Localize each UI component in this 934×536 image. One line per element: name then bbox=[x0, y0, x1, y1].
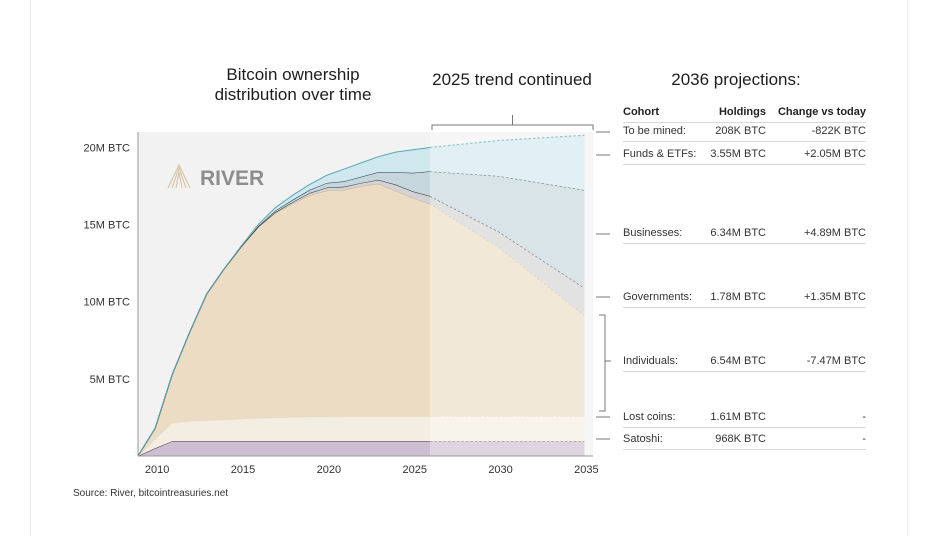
cell-holdings: 208K BTC bbox=[715, 125, 766, 137]
source-note: Source: River, bitcointreasuries.net bbox=[73, 488, 229, 499]
cell-cohort: Lost coins: bbox=[623, 411, 676, 423]
table-row: Funds & ETFs: 3.55M BTC +2.05M BTC bbox=[623, 146, 866, 165]
area-funds-etfs bbox=[138, 135, 585, 456]
x-tick-label: 2030 bbox=[488, 464, 512, 476]
header-cohort: Cohort bbox=[623, 106, 660, 118]
y-tick-label: 10M BTC bbox=[84, 297, 131, 309]
cell-holdings: 1.61M BTC bbox=[710, 411, 766, 423]
cell-change: -822K BTC bbox=[811, 125, 866, 137]
area-individuals bbox=[138, 183, 585, 457]
header-holdings: Holdings bbox=[718, 106, 766, 118]
title-line-1: Bitcoin ownership bbox=[226, 65, 360, 84]
cell-holdings: 6.54M BTC bbox=[710, 355, 766, 367]
cell-change: -7.47M BTC bbox=[806, 355, 866, 367]
cell-change: +4.89M BTC bbox=[803, 227, 866, 239]
y-tick-label: 15M BTC bbox=[84, 220, 131, 232]
plot-area bbox=[137, 132, 593, 457]
river-mountain-icon bbox=[167, 163, 191, 189]
area-businesses bbox=[138, 171, 585, 456]
cell-cohort: Governments: bbox=[623, 291, 693, 303]
chart-title: Bitcoin ownership distribution over time bbox=[193, 65, 393, 105]
table-row: Individuals: 6.54M BTC -7.47M BTC bbox=[623, 353, 866, 372]
projection-overlay bbox=[429, 132, 593, 456]
cell-change: - bbox=[862, 411, 866, 423]
y-tick-label: 20M BTC bbox=[84, 142, 131, 154]
cell-cohort: Funds & ETFs: bbox=[623, 148, 697, 160]
area-lost-coins bbox=[138, 416, 585, 456]
cell-cohort: Businesses: bbox=[623, 227, 683, 239]
cell-holdings: 1.78M BTC bbox=[710, 291, 766, 303]
projection-bracket bbox=[431, 115, 594, 130]
table-row: To be mined: 208K BTC -822K BTC bbox=[623, 123, 866, 142]
area-satoshi bbox=[138, 441, 585, 456]
cell-holdings: 968K BTC bbox=[715, 433, 766, 445]
table-row: Satoshi: 968K BTC - bbox=[623, 431, 866, 450]
river-logo: RIVER bbox=[167, 163, 264, 190]
cell-holdings: 3.55M BTC bbox=[710, 148, 766, 160]
title-line-2: distribution over time bbox=[214, 85, 372, 104]
projection-line-funds-etfs bbox=[429, 134, 585, 149]
cell-cohort: Satoshi: bbox=[623, 433, 663, 445]
cell-change: - bbox=[862, 433, 866, 445]
trend-title: 2025 trend continued bbox=[432, 70, 592, 89]
cell-cohort: To be mined: bbox=[623, 125, 686, 137]
y-tick-label: 5M BTC bbox=[90, 374, 130, 386]
header-change: Change vs today bbox=[777, 106, 866, 118]
cell-holdings: 6.34M BTC bbox=[710, 227, 766, 239]
individuals-bracket bbox=[599, 314, 611, 412]
cell-change: +1.35M BTC bbox=[803, 291, 866, 303]
axes: 2010 2015 2020 2025 2030 2035 5M BTC 10M BTC 15M… bbox=[84, 132, 599, 476]
projections-title: 2036 projections: bbox=[671, 70, 801, 89]
table-header: Cohort Holdings Change vs today bbox=[623, 104, 866, 123]
table-row: Lost coins: 1.61M BTC - bbox=[623, 409, 866, 428]
logo-text: RIVER bbox=[200, 167, 264, 190]
x-tick-label: 2035 bbox=[574, 464, 598, 476]
annotation-lines bbox=[431, 115, 611, 440]
x-tick-label: 2025 bbox=[402, 464, 426, 476]
table-row: Governments: 1.78M BTC +1.35M BTC bbox=[623, 289, 866, 308]
card-frame bbox=[30, 0, 908, 536]
line-funds-etfs bbox=[137, 146, 430, 457]
table-row: Businesses: 6.34M BTC +4.89M BTC bbox=[623, 225, 866, 244]
x-tick-label: 2020 bbox=[317, 464, 341, 476]
cell-cohort: Individuals: bbox=[623, 355, 679, 367]
cell-change: +2.05M BTC bbox=[803, 148, 866, 160]
x-tick-label: 2010 bbox=[145, 464, 169, 476]
x-tick-label: 2015 bbox=[231, 464, 255, 476]
